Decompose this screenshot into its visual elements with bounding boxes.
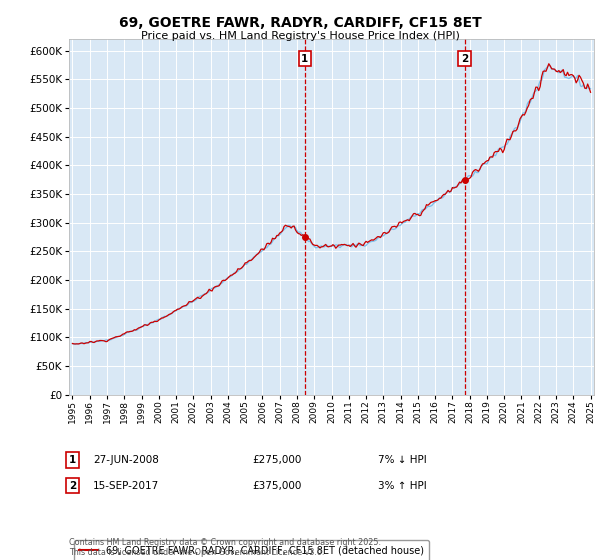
Text: Price paid vs. HM Land Registry's House Price Index (HPI): Price paid vs. HM Land Registry's House …: [140, 31, 460, 41]
Text: Contains HM Land Registry data © Crown copyright and database right 2025.
This d: Contains HM Land Registry data © Crown c…: [69, 538, 381, 557]
Text: £275,000: £275,000: [252, 455, 301, 465]
Legend: 69, GOETRE FAWR, RADYR, CARDIFF, CF15 8ET (detached house), HPI: Average price, : 69, GOETRE FAWR, RADYR, CARDIFF, CF15 8E…: [74, 540, 429, 560]
Text: 27-JUN-2008: 27-JUN-2008: [93, 455, 159, 465]
Text: 2: 2: [69, 480, 76, 491]
Text: 69, GOETRE FAWR, RADYR, CARDIFF, CF15 8ET: 69, GOETRE FAWR, RADYR, CARDIFF, CF15 8E…: [119, 16, 481, 30]
Text: 3% ↑ HPI: 3% ↑ HPI: [378, 480, 427, 491]
Text: 1: 1: [69, 455, 76, 465]
Text: 1: 1: [301, 54, 308, 64]
Text: £375,000: £375,000: [252, 480, 301, 491]
Text: 7% ↓ HPI: 7% ↓ HPI: [378, 455, 427, 465]
Text: 15-SEP-2017: 15-SEP-2017: [93, 480, 159, 491]
Text: 2: 2: [461, 54, 468, 64]
